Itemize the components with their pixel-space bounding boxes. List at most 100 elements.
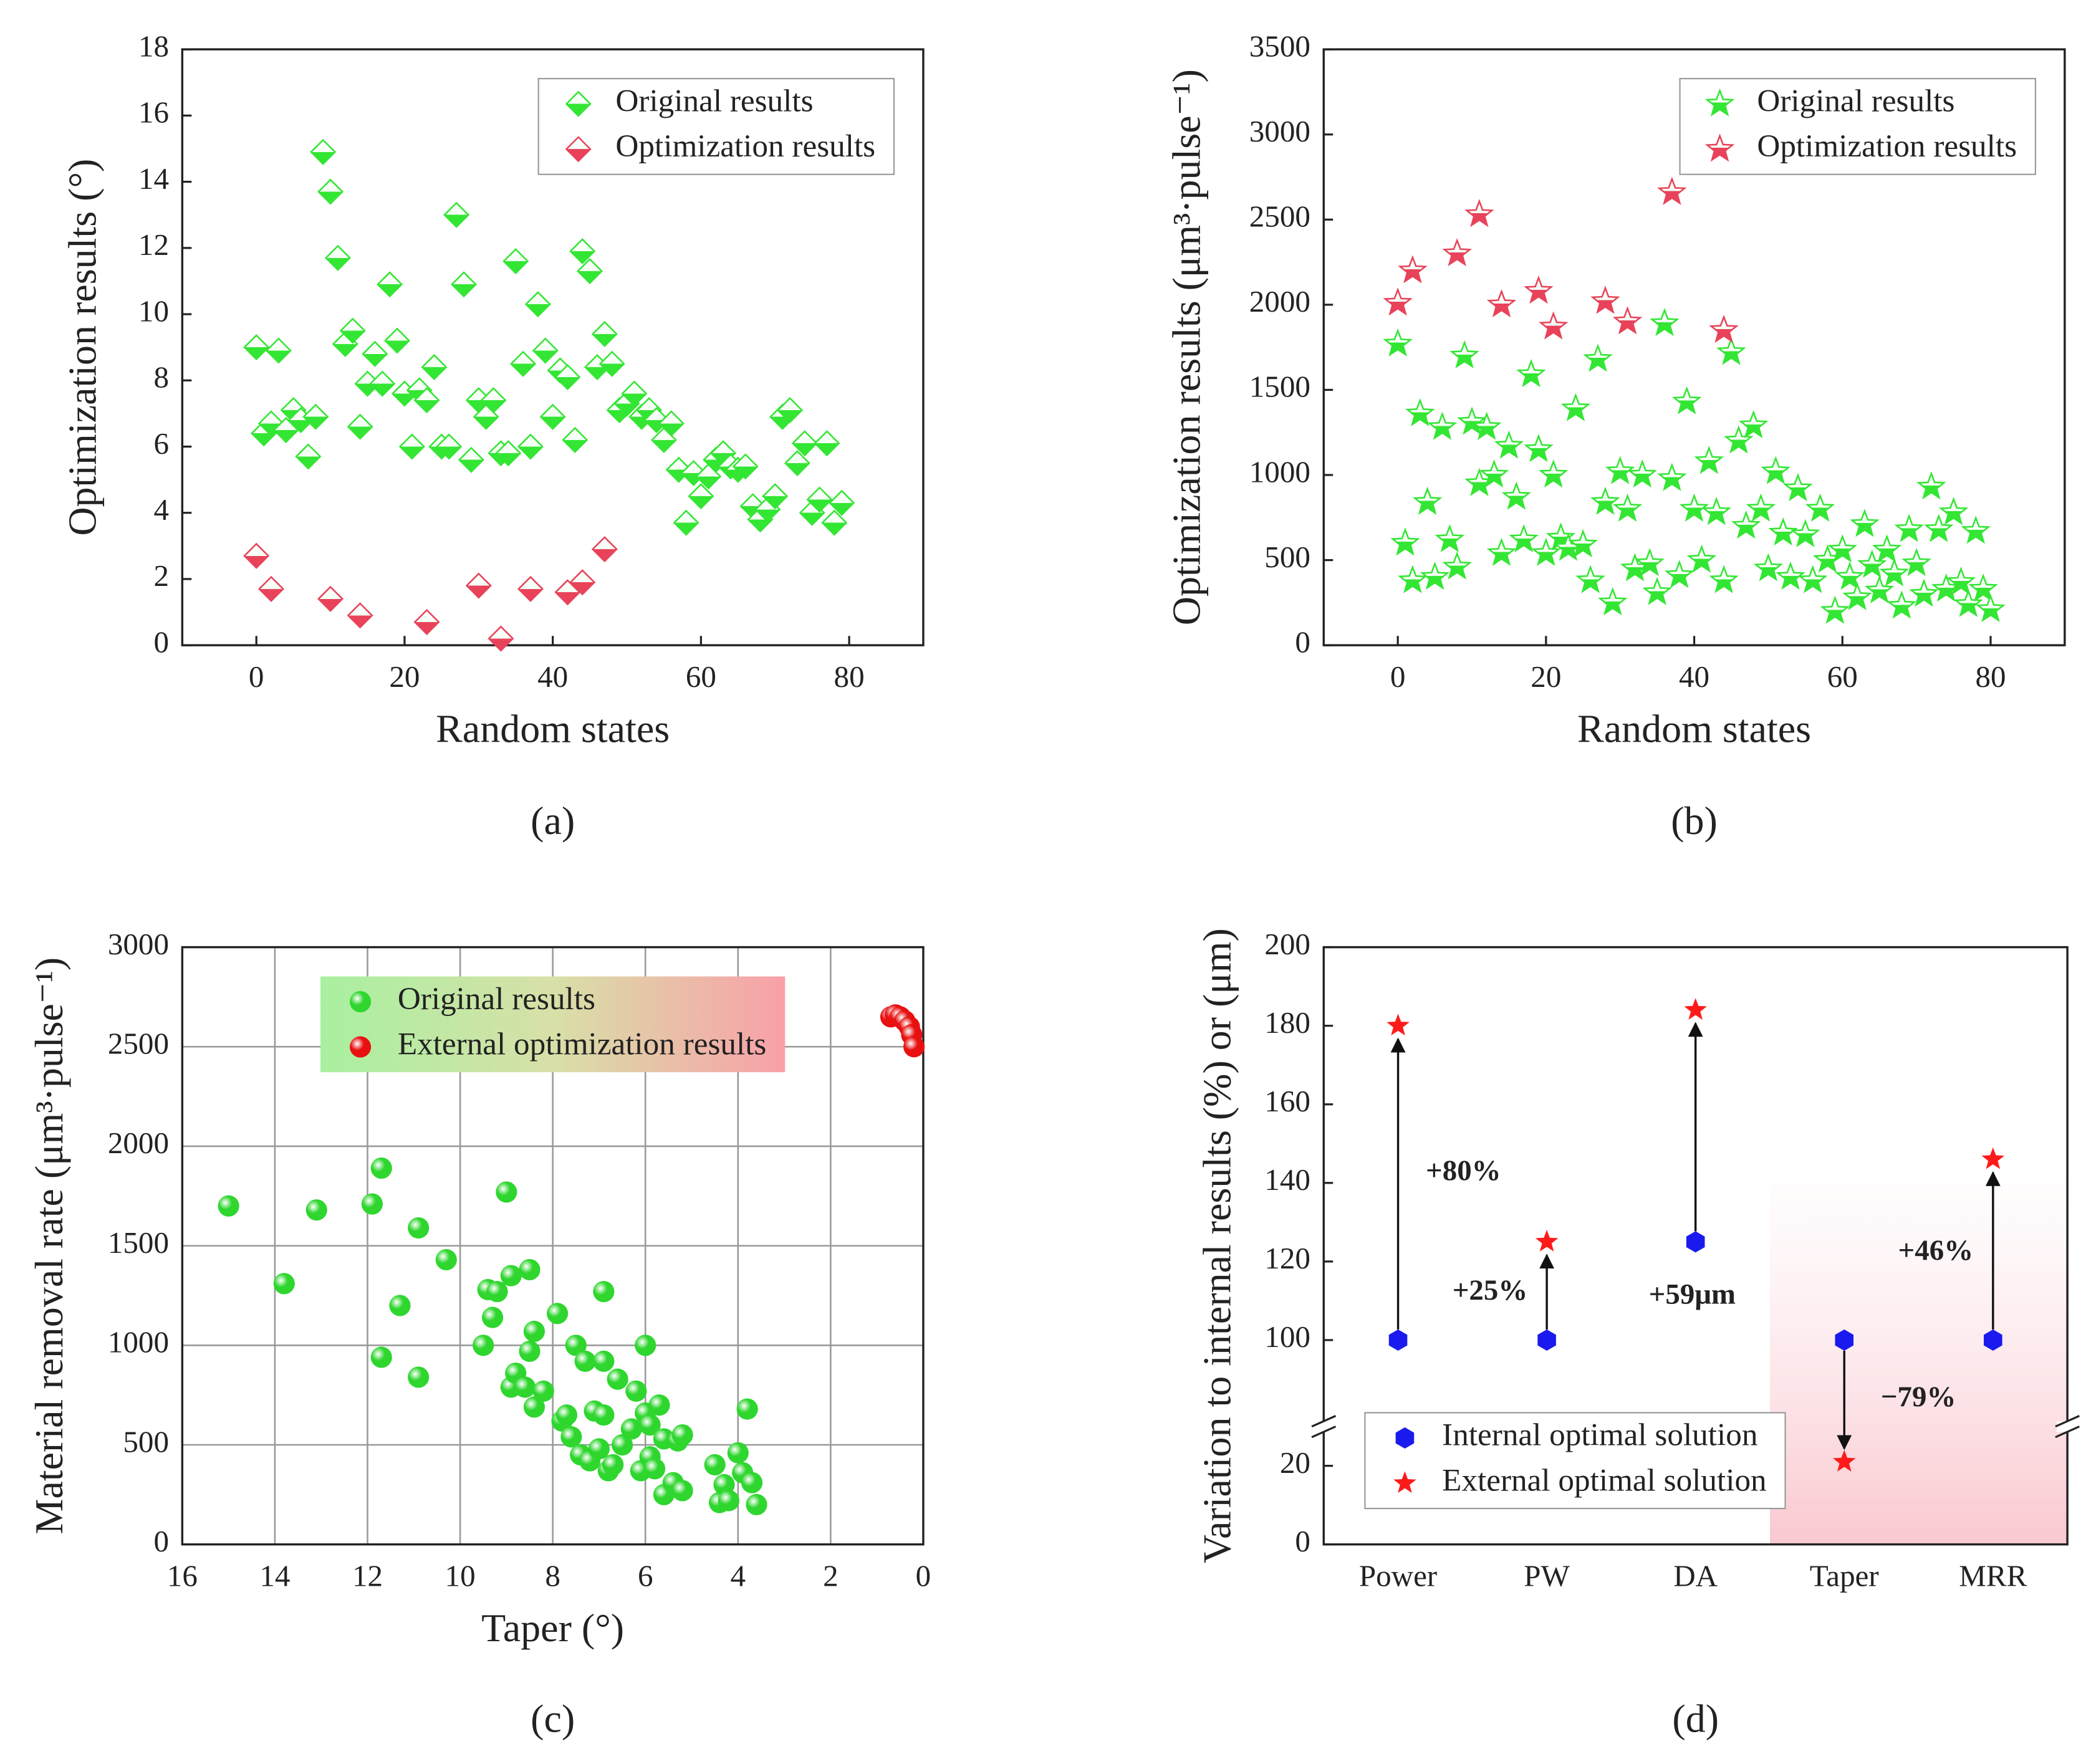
marker (1701, 497, 1731, 525)
legend-marker (349, 1036, 372, 1058)
x-tick-label: 20 (389, 659, 420, 694)
marker (482, 1306, 504, 1328)
marker (218, 1195, 239, 1217)
y-axis-title: Material removal rate (μm³·pulse⁻¹) (27, 957, 71, 1535)
marker (273, 1273, 295, 1295)
legend-label: External optimal solution (1442, 1462, 1766, 1498)
y-tick-label: 1500 (108, 1225, 169, 1260)
marker (598, 350, 625, 377)
marker (1388, 1329, 1408, 1351)
x-tick-label: DA (1673, 1558, 1718, 1593)
marker (1435, 524, 1465, 553)
plot-frame (1322, 48, 2066, 646)
marker (435, 1249, 457, 1271)
marker (370, 1158, 392, 1179)
marker (1405, 398, 1435, 426)
legend-box (320, 976, 786, 1073)
marker (547, 1303, 569, 1325)
marker (644, 1458, 666, 1480)
marker (305, 1199, 327, 1221)
marker (602, 1454, 624, 1476)
marker (1709, 314, 1739, 343)
marker (1568, 529, 1598, 558)
marker (1457, 406, 1487, 435)
marker (574, 1350, 596, 1372)
y-tick-label: 2000 (1249, 284, 1310, 319)
marker (514, 1376, 536, 1398)
marker (317, 585, 344, 612)
marker (1598, 587, 1628, 616)
marker (1783, 472, 1813, 502)
marker (1709, 565, 1739, 593)
y-tick-label: 100 (1264, 1320, 1310, 1354)
y-tick-label: 1500 (1249, 370, 1310, 404)
x-tick-label: 12 (352, 1558, 383, 1593)
marker (1383, 328, 1413, 357)
x-tick-label: 40 (537, 659, 568, 694)
x-axis-title: Random states (436, 707, 670, 751)
marker (524, 291, 551, 318)
legend-box (537, 78, 895, 175)
marker (1509, 524, 1539, 553)
marker (1981, 1147, 2005, 1169)
marker (1605, 456, 1635, 484)
marker (648, 1394, 670, 1416)
marker (1916, 471, 1946, 500)
marker (1857, 549, 1887, 578)
marker (302, 403, 329, 430)
plot-frame (181, 946, 925, 1546)
marker (555, 1404, 578, 1426)
axis-break-gap (2057, 1421, 2079, 1432)
marker (569, 238, 596, 265)
marker (593, 1404, 615, 1426)
marker (1479, 459, 1509, 488)
y-axis-title: Optimization results (°) (60, 159, 104, 536)
x-tick-label: PW (1524, 1558, 1570, 1593)
marker (370, 1346, 392, 1368)
marker (1442, 551, 1472, 580)
legend-marker (1395, 1427, 1415, 1449)
legend-marker (1393, 1471, 1416, 1493)
panel-label: (d) (1672, 1696, 1719, 1740)
marker (1938, 497, 1969, 525)
marker (1538, 311, 1569, 340)
marker (1738, 410, 1769, 439)
legend-label: Original results (615, 83, 813, 118)
marker (1665, 560, 1694, 588)
marker (517, 575, 544, 602)
y-tick-label: 12 (138, 228, 169, 262)
marker (310, 138, 337, 165)
marker (1464, 199, 1494, 228)
marker (639, 1414, 661, 1436)
marker (1901, 548, 1931, 577)
y-tick-label: 0 (1295, 625, 1310, 659)
marker (1537, 1329, 1556, 1351)
marker (620, 1418, 643, 1440)
marker (671, 1424, 693, 1446)
marker (732, 453, 759, 480)
marker (746, 1493, 767, 1515)
legend-marker (1704, 88, 1735, 117)
marker (523, 1320, 546, 1343)
marker (362, 340, 388, 367)
marker (736, 1398, 758, 1420)
marker (1887, 590, 1917, 619)
marker (465, 572, 492, 599)
marker (1894, 514, 1925, 542)
x-tick-label: 40 (1679, 659, 1709, 694)
y-axis-title: Variation to internal results (%) or (μm… (1195, 928, 1239, 1563)
marker (1879, 558, 1910, 587)
marker (539, 403, 566, 430)
marker (1583, 343, 1613, 372)
marker (1679, 493, 1709, 522)
marker (1635, 548, 1665, 577)
plot-frame (1322, 946, 2069, 1546)
marker (776, 397, 804, 424)
marker (1976, 593, 2006, 623)
marker (500, 1265, 522, 1287)
y-tick-label: 180 (1264, 1005, 1310, 1040)
marker (718, 1490, 740, 1512)
marker (1746, 493, 1776, 522)
marker (1832, 1450, 1856, 1472)
